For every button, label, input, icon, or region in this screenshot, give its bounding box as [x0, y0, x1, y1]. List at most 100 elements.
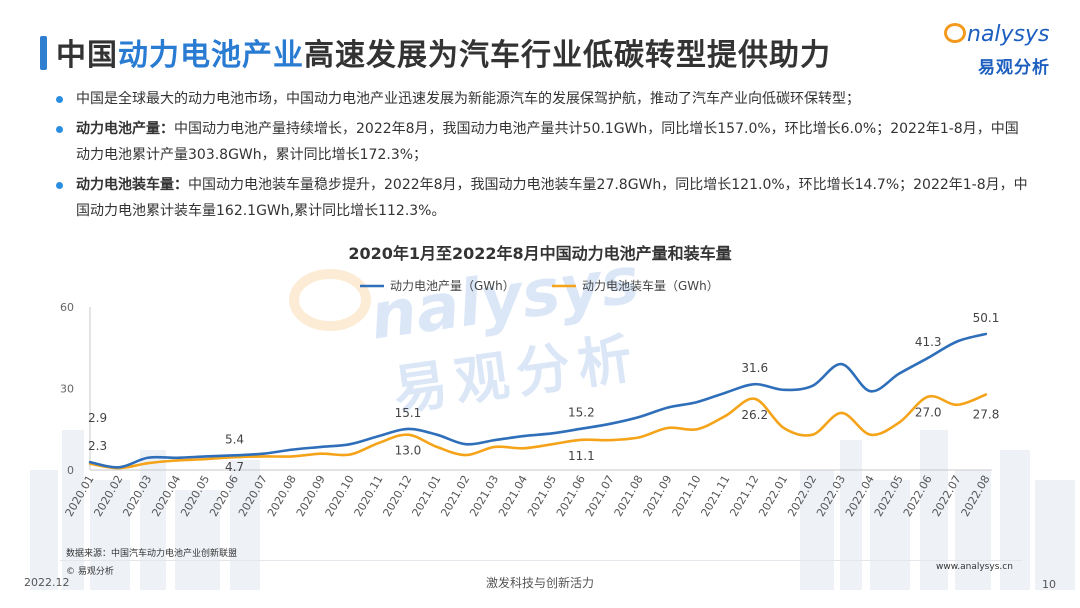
logo-en-text: nalysys: [967, 22, 1050, 47]
installed-data-label: 27.8: [973, 407, 1000, 421]
page-title: 中国动力电池产业高速发展为汽车行业低碳转型提供助力: [56, 30, 831, 74]
production-point: [666, 406, 670, 409]
production-point: [955, 340, 959, 343]
production-point: [435, 433, 439, 436]
page-number: 10: [1042, 578, 1056, 591]
installed-point: [377, 441, 381, 445]
installed-point: [522, 447, 525, 450]
bullet-dot-icon: [56, 96, 63, 103]
production-data-label: 41.3: [915, 335, 942, 349]
installed-point: [926, 395, 930, 398]
bullet-text: 中国动力电池装车量稳步提升，2022年8月，我国动力电池装车量27.8GWh，同…: [76, 177, 1028, 219]
production-point: [320, 445, 323, 449]
production-point: [753, 382, 756, 386]
production-data-label: 5.4: [225, 432, 244, 446]
building-shape: [90, 480, 130, 590]
production-point: [724, 391, 728, 394]
building-shape: [1000, 450, 1030, 590]
production-point: [811, 384, 814, 387]
installed-point: [840, 411, 843, 415]
building-shape: [62, 430, 84, 590]
installed-data-label: 2.3: [88, 439, 107, 453]
production-point: [782, 388, 785, 392]
production-point: [262, 452, 265, 455]
logo-wordmark: nalysys: [944, 22, 1050, 47]
production-point: [204, 455, 207, 458]
installed-point: [984, 393, 988, 396]
installed-point: [435, 445, 439, 449]
installed-point: [175, 459, 178, 462]
installed-data-label: 27.0: [915, 406, 942, 420]
production-point: [146, 456, 150, 459]
bullet-dot-icon: [56, 126, 63, 133]
skyline-background: [30, 430, 1075, 590]
production-data-label: 2.9: [88, 411, 107, 425]
building-shape: [230, 460, 260, 590]
logo-cn-text: 易观分析: [978, 58, 1050, 78]
installed-point: [955, 403, 959, 406]
legend-label: 动力电池装车量（GWh）: [582, 278, 719, 293]
installed-point: [666, 426, 670, 430]
building-shape: [1035, 480, 1075, 590]
installed-point: [320, 452, 323, 455]
production-point: [609, 422, 612, 426]
installed-point: [811, 433, 814, 436]
website-url: www.analysys.cn: [936, 562, 1013, 572]
installed-point: [695, 428, 699, 431]
slogan: 激发科技与创新活力: [485, 576, 594, 590]
installed-point: [348, 453, 352, 456]
building-shape: [955, 470, 991, 590]
brand-logo: nalysys 易观分析: [944, 22, 1064, 80]
production-data-label: 15.1: [395, 406, 422, 420]
data-source: 数据来源：中国汽车动力电池产业创新联盟: [66, 549, 238, 559]
production-point: [580, 427, 583, 430]
installed-point: [204, 457, 207, 461]
installed-point: [637, 436, 641, 439]
title-highlight: 动力电池产业: [118, 38, 304, 73]
production-data-label: 31.6: [741, 361, 768, 375]
production-point: [377, 434, 381, 438]
production-point: [493, 438, 496, 442]
installed-point: [464, 453, 467, 457]
chart-legend: 动力电池产量（GWh） 动力电池装车量（GWh）: [360, 278, 719, 293]
chart-title: 2020年1月至2022年8月中国动力电池产量和装车量: [348, 244, 732, 263]
bullet-item-2: 动力电池产量：中国动力电池产量持续增长，2022年8月，我国动力电池产量共计50…: [52, 116, 1032, 168]
bullet-list: 中国是全球最大的动力电池市场，中国动力电池产业迅速发展为新能源汽车的发展保驾护航…: [52, 86, 1032, 224]
building-shape: [870, 480, 910, 590]
building-shape: [800, 470, 834, 590]
production-point: [348, 442, 352, 446]
installed-data-label: 26.2: [741, 408, 768, 422]
production-point: [175, 456, 178, 459]
installed-data-label: 4.7: [225, 460, 244, 474]
production-point: [464, 442, 467, 446]
production-point: [291, 448, 294, 451]
production-point: [695, 400, 699, 404]
footer-divider: [60, 560, 1022, 561]
production-data-label: 15.2: [568, 406, 595, 420]
title-prefix: 中国: [56, 38, 118, 73]
installed-point: [146, 462, 150, 465]
bullet-label: 动力电池装车量：: [76, 177, 188, 193]
production-point: [522, 434, 525, 438]
installed-point: [551, 442, 554, 446]
watermark-a-icon: [289, 269, 371, 331]
legend-label: 动力电池产量（GWh）: [390, 279, 515, 293]
y-tick-label: 30: [60, 383, 74, 396]
building-shape: [840, 440, 862, 590]
bullet-text: 中国是全球最大的动力电池市场，中国动力电池产业迅速发展为新能源汽车的发展保驾护航…: [76, 91, 860, 107]
y-tick-label: 60: [60, 301, 74, 314]
production-point: [551, 432, 554, 435]
y-tick-label: 0: [67, 464, 74, 477]
installed-point: [493, 445, 496, 449]
bullet-text: 中国动力电池产量持续增长，2022年8月，我国动力电池产量共计50.1GWh，同…: [76, 121, 1019, 163]
installed-point: [869, 433, 872, 436]
installed-data-label: 11.1: [568, 449, 595, 463]
copyright: © 易观分析: [66, 567, 114, 577]
building-shape: [175, 490, 220, 590]
production-point: [926, 356, 930, 360]
installed-point: [291, 455, 294, 458]
installed-point: [782, 426, 785, 430]
production-point: [840, 362, 843, 366]
